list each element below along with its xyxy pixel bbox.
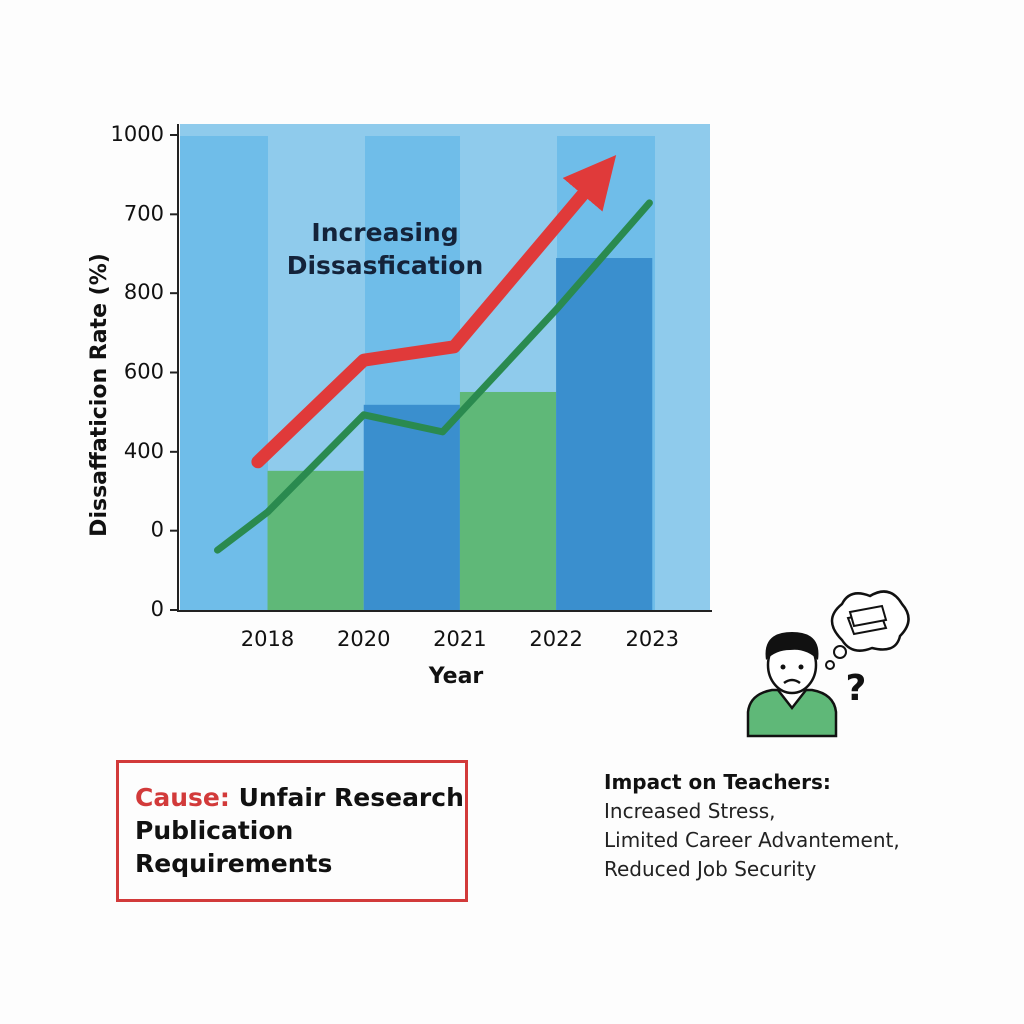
y-tick-label: 800 (124, 280, 164, 304)
background-column (180, 136, 268, 610)
y-tick-label: 0 (151, 597, 164, 621)
svg-text:?: ? (846, 668, 867, 709)
y-tick-label: 1000 (111, 122, 164, 146)
x-tick-label: 2020 (337, 627, 390, 651)
bar (459, 391, 557, 610)
cause-text: Unfair Research Publication Requirements (135, 783, 464, 878)
impact-title: Impact on Teachers: (604, 770, 831, 794)
x-tick-label: 2021 (433, 627, 486, 651)
person-icon: ? (746, 590, 910, 738)
x-axis-label: Year (428, 664, 484, 689)
bar (556, 258, 653, 610)
impact-item: Increased Stress, (604, 799, 776, 823)
y-tick-label: 700 (124, 201, 164, 225)
impact-block: Impact on Teachers: Increased Stress, Li… (604, 768, 934, 884)
x-tick-label: 2022 (529, 627, 582, 651)
line-series (251, 155, 617, 469)
annotation: Increasing Dissasfication (286, 218, 484, 280)
cause-box: Cause: Unfair Research Publication Requi… (116, 760, 468, 902)
bar (363, 404, 460, 610)
impact-item: Limited Career Advantement, (604, 828, 900, 852)
x-tick-label: 2018 (241, 627, 294, 651)
x-tick-label: 2023 (626, 627, 679, 651)
impact-item: Reduced Job Security (604, 857, 817, 881)
y-tick-label: 600 (124, 360, 164, 384)
bar (267, 470, 364, 610)
y-axis-label: Dissaffaticion Rate (%) (87, 253, 112, 537)
cause-label: Cause: (135, 783, 230, 812)
y-tick-label: 0 (151, 518, 164, 542)
line-series (214, 199, 653, 554)
y-tick-label: 400 (124, 439, 164, 463)
